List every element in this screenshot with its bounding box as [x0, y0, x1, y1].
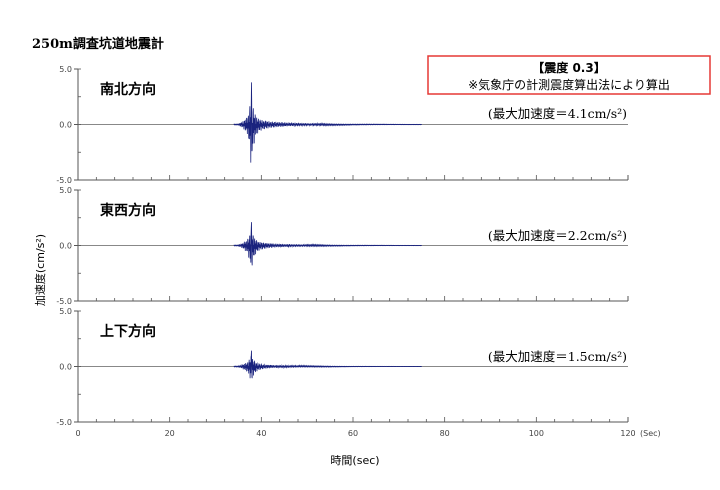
panel-title: 上下方向: [100, 323, 156, 340]
pga-label: (最大加速度＝2.2cm/s²): [488, 228, 627, 243]
y-tick-label: 0.0: [59, 242, 72, 251]
panel-title: 南北方向: [100, 81, 156, 98]
x-tick-label: 120: [620, 429, 635, 438]
x-tick-label: 80: [440, 429, 450, 438]
y-tick-label: 5.0: [59, 186, 72, 195]
panel-2: 5.0 0.0 -5.0 東西方向 (最大加速度＝2.2cm/s²): [56, 186, 629, 306]
panels: 5.0 0.0 -5.0 南北方向 (最大加速度＝4.1cm/s²) 5.0 0.0 -5.0…: [56, 65, 629, 427]
y-tick-label: -5.0: [56, 418, 72, 427]
waveform-trace: [233, 82, 422, 163]
chart-title: 250m調査坑道地震計: [32, 36, 164, 52]
x-unit-label: (Sec): [640, 429, 661, 438]
y-axis-label: 加速度(cm/s²): [33, 234, 47, 306]
y-tick-label: -5.0: [56, 176, 72, 185]
waveform-trace: [233, 350, 422, 379]
y-tick-label: 5.0: [59, 307, 72, 316]
y-tick-label: -5.0: [56, 297, 72, 306]
panel-title: 東西方向: [100, 202, 156, 219]
panel-1: 5.0 0.0 -5.0 南北方向 (最大加速度＝4.1cm/s²): [56, 65, 629, 185]
intensity-box-note: ※気象庁の計測震度算出法により算出: [468, 77, 670, 92]
x-tick-label: 100: [529, 429, 544, 438]
intensity-box-title: 【震度 0.3】: [532, 60, 605, 75]
waveform-trace: [233, 222, 422, 266]
x-tick-label: 60: [348, 429, 358, 438]
y-tick-label: 0.0: [59, 121, 72, 130]
intensity-box-frame: [427, 55, 711, 95]
y-tick-label: 0.0: [59, 363, 72, 372]
x-tick-label: 0: [75, 429, 80, 438]
intensity-box: 【震度 0.3】 ※気象庁の計測震度算出法により算出: [427, 55, 711, 95]
panel-3: 5.0 0.0 -5.0 上下方向 (最大加速度＝1.5cm/s²): [56, 307, 629, 427]
x-tick-label: 20: [165, 429, 175, 438]
y-tick-label: 5.0: [59, 65, 72, 74]
x-axis: 0 20 40 60 80 100 120 (Sec): [75, 429, 660, 438]
x-tick-label: 40: [256, 429, 266, 438]
pga-label: (最大加速度＝1.5cm/s²): [488, 349, 627, 364]
x-axis-label: 時間(sec): [330, 454, 379, 467]
pga-label: (最大加速度＝4.1cm/s²): [488, 106, 627, 121]
